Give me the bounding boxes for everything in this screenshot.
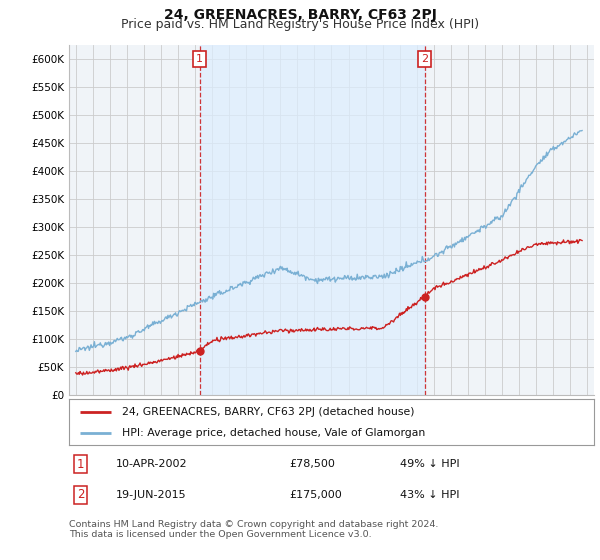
- Text: 1: 1: [196, 54, 203, 64]
- Text: £78,500: £78,500: [290, 459, 335, 469]
- Text: 19-JUN-2015: 19-JUN-2015: [116, 490, 187, 500]
- Text: Price paid vs. HM Land Registry's House Price Index (HPI): Price paid vs. HM Land Registry's House …: [121, 18, 479, 31]
- Text: 24, GREENACRES, BARRY, CF63 2PJ: 24, GREENACRES, BARRY, CF63 2PJ: [164, 8, 436, 22]
- Text: 10-APR-2002: 10-APR-2002: [116, 459, 188, 469]
- Text: 43% ↓ HPI: 43% ↓ HPI: [400, 490, 459, 500]
- Text: 2: 2: [77, 488, 85, 501]
- Bar: [200, 45, 425, 395]
- Text: Contains HM Land Registry data © Crown copyright and database right 2024.
This d: Contains HM Land Registry data © Crown c…: [69, 520, 439, 539]
- Text: HPI: Average price, detached house, Vale of Glamorgan: HPI: Average price, detached house, Vale…: [121, 428, 425, 438]
- Text: 49% ↓ HPI: 49% ↓ HPI: [400, 459, 460, 469]
- Text: 24, GREENACRES, BARRY, CF63 2PJ (detached house): 24, GREENACRES, BARRY, CF63 2PJ (detache…: [121, 407, 414, 417]
- Text: £175,000: £175,000: [290, 490, 342, 500]
- Text: 1: 1: [77, 458, 85, 470]
- Text: 2: 2: [421, 54, 428, 64]
